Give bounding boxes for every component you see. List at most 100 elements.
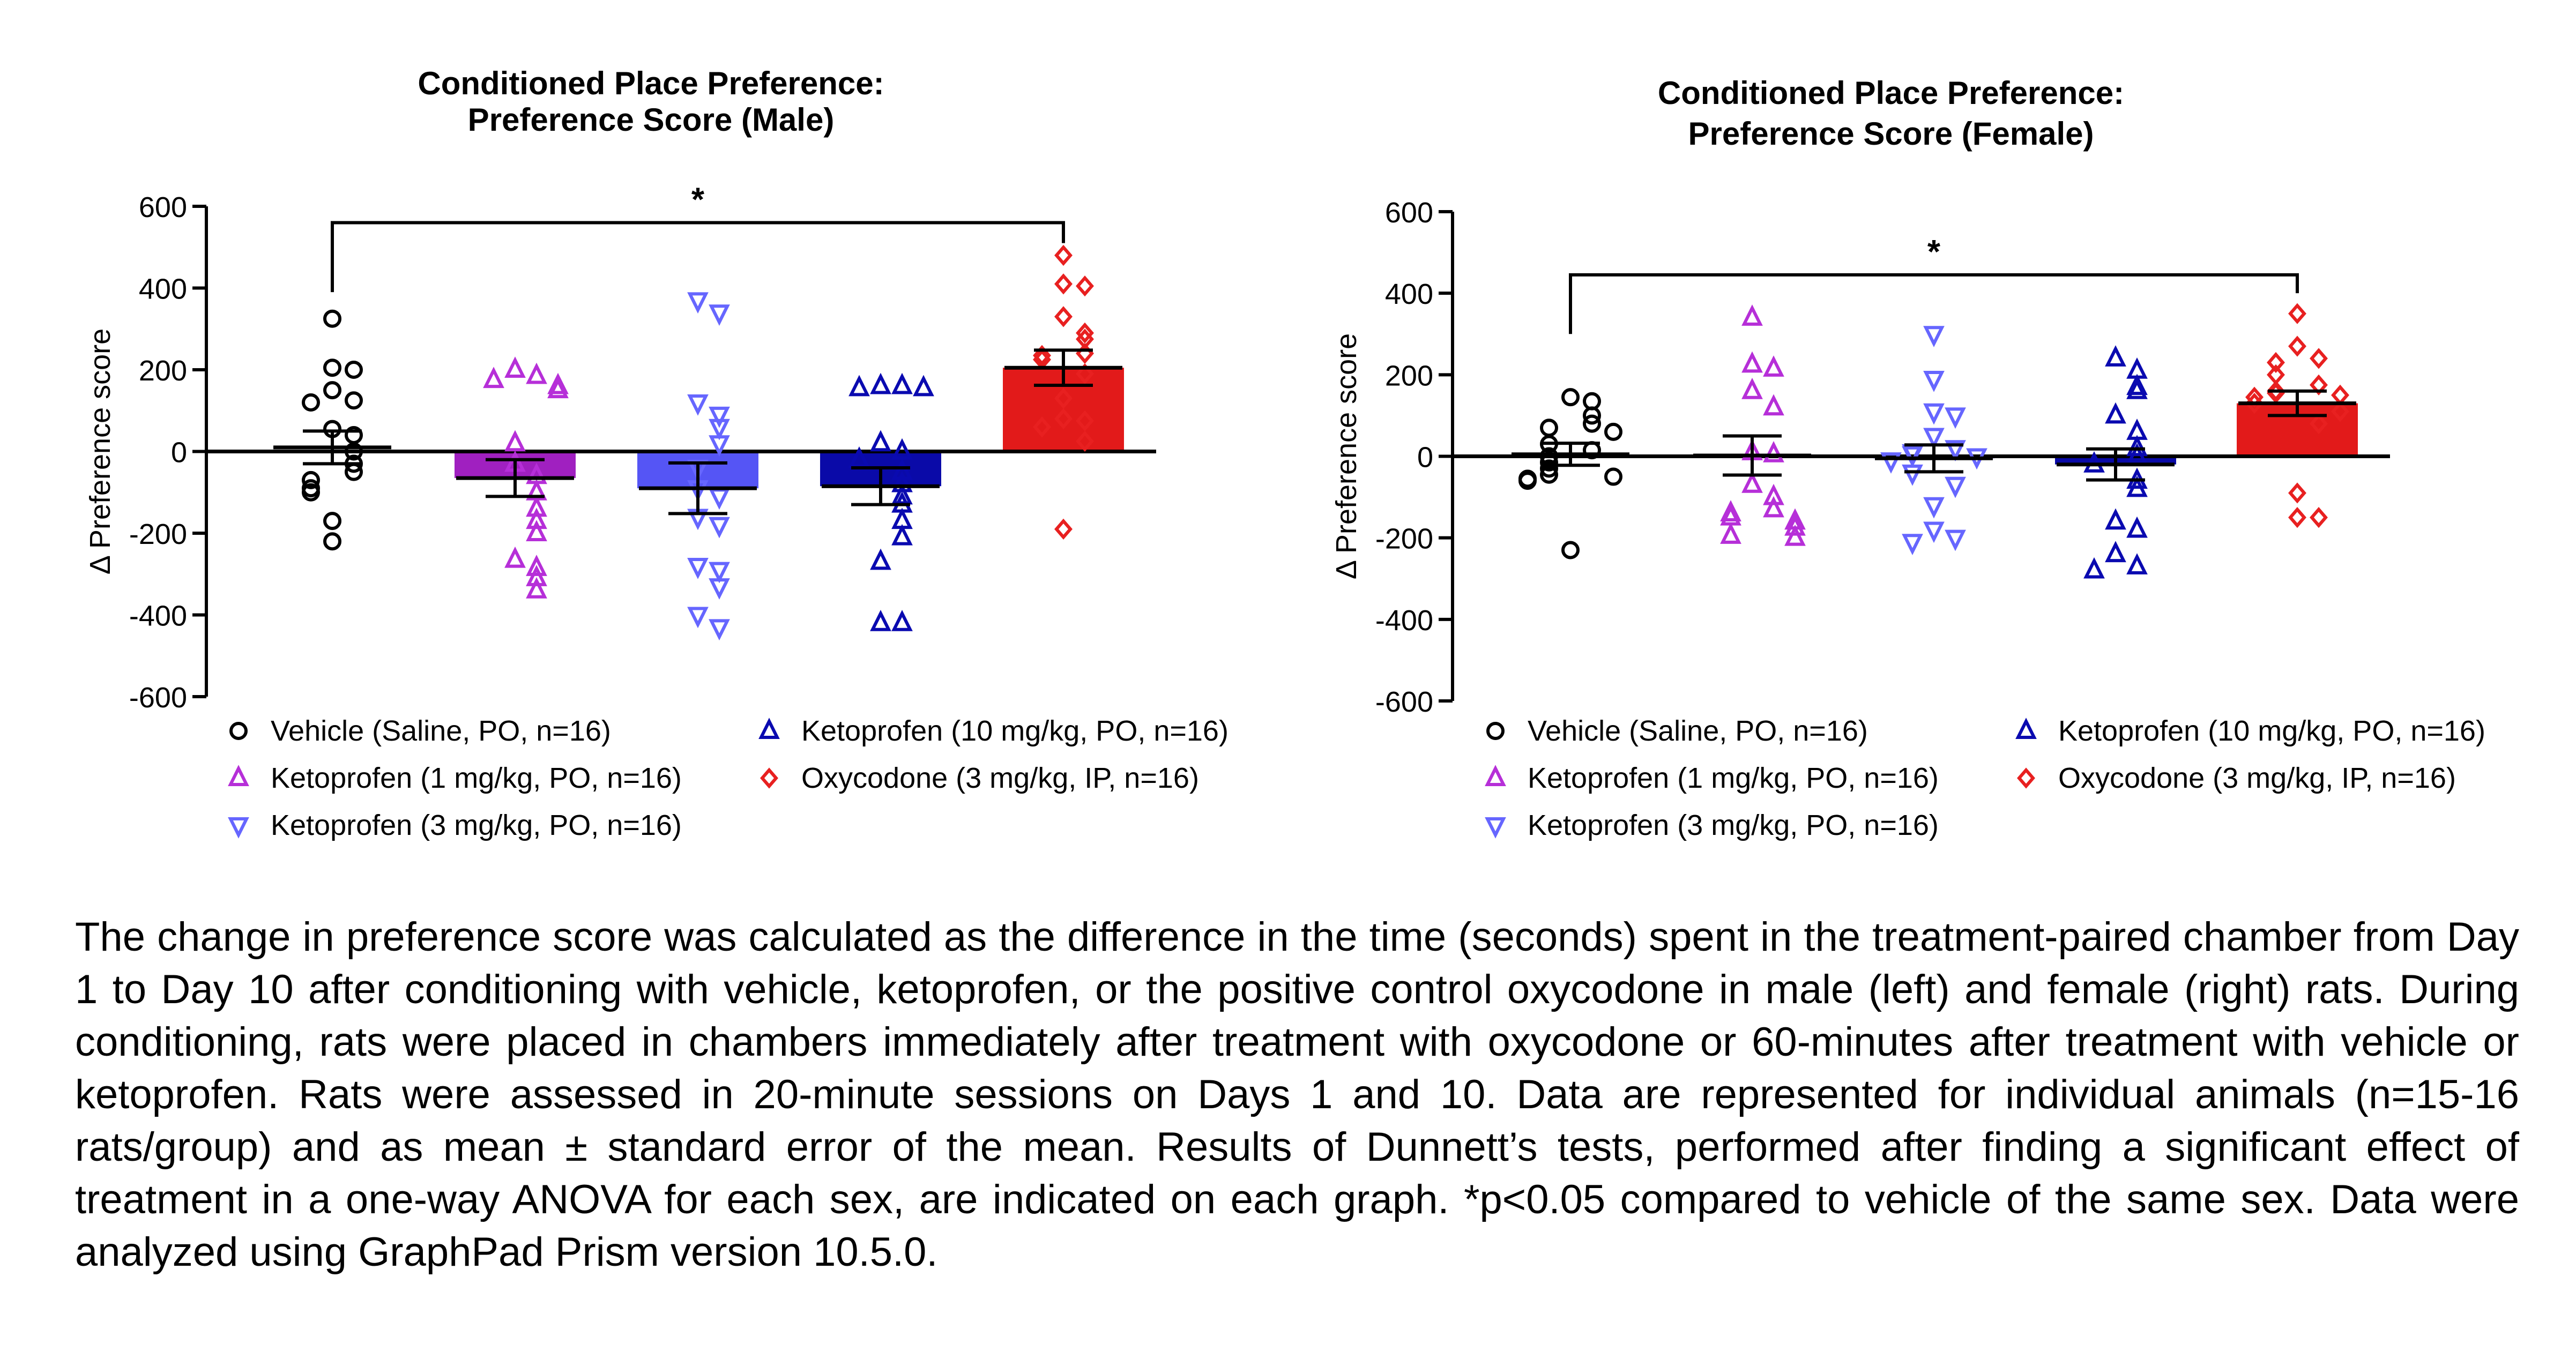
data-point	[870, 430, 891, 452]
data-point	[709, 435, 730, 457]
data-point	[2310, 413, 2328, 435]
data-point	[302, 471, 320, 489]
data-point	[1604, 467, 1622, 486]
chart-title: Conditioned Place Preference: Preference …	[1658, 75, 2124, 152]
chart-title: Conditioned Place Preference: Preference …	[418, 65, 884, 138]
points-oxycodone-3-mg-kg-ip-n-16	[1033, 244, 1094, 540]
points-ketoprofen-10-mg-kg-po-n-16	[848, 372, 934, 631]
data-point	[870, 548, 891, 570]
data-point	[323, 532, 341, 551]
legend-marker-vehicle-saline-po-n-16	[229, 722, 248, 740]
data-point	[1076, 322, 1094, 344]
data-point	[345, 391, 363, 410]
data-point	[1540, 419, 1558, 437]
points-ketoprofen-1-mg-kg-po-n-16	[1720, 304, 1806, 546]
data-point	[547, 377, 569, 399]
data-point	[687, 558, 709, 579]
chart-panel-1: Conditioned Place Preference: Preference …	[84, 65, 1229, 841]
data-point	[1923, 521, 1945, 543]
data-point	[709, 406, 730, 428]
data-point	[1945, 440, 1966, 461]
data-point	[2105, 541, 2126, 563]
data-point	[1763, 355, 1784, 377]
legend-label: Oxycodone (3 mg/kg, IP, n=16)	[801, 762, 1199, 794]
data-point	[1923, 428, 1945, 450]
data-point	[2105, 402, 2126, 424]
legend-marker-ketoprofen-10-mg-kg-po-n-16	[2015, 718, 2037, 739]
data-point	[302, 483, 320, 502]
legend-label: Vehicle (Saline, PO, n=16)	[1528, 715, 1868, 747]
y-tick-label: -400	[129, 600, 187, 632]
data-point	[848, 446, 870, 468]
data-point	[2267, 352, 2285, 374]
data-point	[1540, 459, 1558, 478]
data-point	[2126, 374, 2148, 395]
legend-marker-ketoprofen-1-mg-kg-po-n-16	[228, 765, 249, 786]
legend-label: Oxycodone (3 mg/kg, IP, n=16)	[2058, 762, 2456, 794]
y-tick-label: -600	[1375, 686, 1433, 718]
significance-bracket	[331, 221, 1065, 293]
data-point	[526, 507, 547, 529]
charts-figure: Conditioned Place Preference: Preference …	[84, 65, 2485, 841]
data-point	[504, 430, 526, 452]
y-tick-label: -400	[1375, 604, 1433, 637]
chart-title-line: Conditioned Place Preference:	[1658, 75, 2124, 111]
data-point	[1561, 388, 1580, 407]
data-point	[870, 610, 891, 631]
data-point	[1561, 541, 1580, 559]
y-tick-label: 400	[139, 273, 187, 305]
y-tick-label: -600	[129, 682, 187, 714]
data-point	[1054, 518, 1073, 540]
data-point	[2245, 393, 2264, 414]
legend-marker-vehicle-saline-po-n-16	[1486, 722, 1505, 740]
legend-label: Ketoprofen (10 mg/kg, PO, n=16)	[801, 715, 1229, 747]
data-point	[1540, 465, 1558, 484]
legend-label: Ketoprofen (3 mg/kg, PO, n=16)	[271, 809, 682, 841]
data-point	[526, 362, 547, 384]
data-point	[709, 304, 730, 326]
data-point	[2105, 508, 2126, 530]
data-point	[1741, 351, 1763, 373]
data-point	[1033, 345, 1051, 366]
data-point	[526, 495, 547, 517]
data-point	[1923, 370, 1945, 392]
data-point	[891, 471, 913, 492]
y-tick-label: 200	[1385, 360, 1433, 392]
data-point	[547, 372, 569, 394]
y-tick-label: -200	[1375, 523, 1433, 555]
data-point	[709, 419, 730, 440]
data-point	[2310, 374, 2328, 395]
data-point	[2126, 516, 2148, 538]
data-point	[323, 309, 341, 328]
data-point	[1902, 534, 1923, 555]
data-point	[2310, 507, 2328, 528]
points-ketoprofen-3-mg-kg-po-n-16	[687, 292, 730, 641]
data-point	[891, 458, 913, 480]
legend-marker-ketoprofen-1-mg-kg-po-n-16	[1485, 765, 1506, 786]
points-ketoprofen-3-mg-kg-po-n-16	[1880, 326, 1987, 555]
significance-label: *	[1927, 234, 1941, 271]
chart-title-line: Preference Score (Male)	[468, 102, 835, 138]
data-point	[1054, 273, 1073, 295]
data-point	[891, 524, 913, 546]
data-point	[1033, 416, 1051, 438]
data-point	[1076, 410, 1094, 431]
data-point	[526, 565, 547, 586]
data-point	[345, 361, 363, 379]
data-point	[1604, 422, 1622, 441]
data-point	[687, 607, 709, 629]
data-point	[2288, 335, 2306, 357]
data-point	[709, 517, 730, 539]
data-point	[1902, 464, 1923, 486]
data-point	[891, 372, 913, 394]
data-point	[2126, 435, 2148, 457]
data-point	[1054, 306, 1073, 327]
data-point	[1076, 275, 1094, 297]
data-point	[2083, 557, 2105, 579]
y-tick-label: -200	[129, 518, 187, 550]
data-point	[302, 393, 320, 412]
data-point	[323, 512, 341, 531]
legend-label: Ketoprofen (1 mg/kg, PO, n=16)	[271, 762, 682, 794]
data-point	[1741, 472, 1763, 493]
data-point	[1945, 407, 1966, 429]
